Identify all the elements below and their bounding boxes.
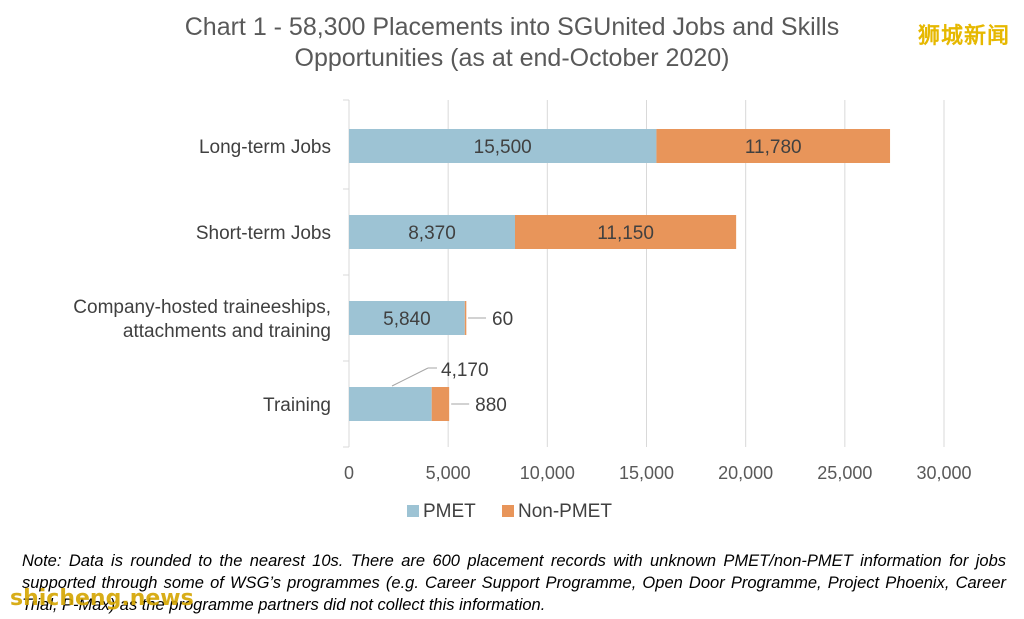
data-label-pmet: 4,170 <box>441 360 489 381</box>
bar-pmet <box>349 129 657 163</box>
x-tick-label: 10,000 <box>520 463 575 483</box>
leader-line <box>391 367 429 387</box>
data-label-non-pmet: 60 <box>492 309 513 330</box>
watermark-logo-text: 狮城新闻 <box>917 24 1010 49</box>
x-tick-label: 15,000 <box>619 463 674 483</box>
watermark-site-text: shicheng.news <box>10 586 194 611</box>
x-tick-label: 5,000 <box>426 463 471 483</box>
x-tick-label: 20,000 <box>718 463 773 483</box>
bar-non-pmet <box>515 215 737 249</box>
x-tick-label: 30,000 <box>916 463 971 483</box>
x-tick-label: 0 <box>344 463 354 483</box>
legend-label-non-pmet: Non-PMET <box>518 501 612 522</box>
data-label-pmet: 15,500 <box>474 137 532 158</box>
data-label-non-pmet: 11,780 <box>745 137 802 158</box>
bar-pmet <box>349 301 465 335</box>
chart-title-line-1: Chart 1 - 58,300 Placements into SGUnite… <box>184 13 840 41</box>
data-label-pmet: 8,370 <box>408 223 456 244</box>
data-label-non-pmet: 880 <box>475 395 507 416</box>
bar-pmet <box>349 387 432 421</box>
data-label-non-pmet: 11,150 <box>597 223 654 244</box>
category-label: Training <box>263 395 331 416</box>
legend-label-pmet: PMET <box>423 501 476 522</box>
category-label: Long-term Jobs <box>199 137 331 158</box>
category-label: attachments and training <box>123 321 331 342</box>
category-label: Company-hosted traineeships, <box>73 297 331 318</box>
legend-swatch-pmet <box>407 505 419 517</box>
data-label-pmet: 5,840 <box>383 309 431 330</box>
footnote: Note: Data is rounded to the nearest 10s… <box>22 552 1006 614</box>
x-tick-label: 25,000 <box>817 463 872 483</box>
bar-non-pmet <box>656 129 891 163</box>
bar-pmet <box>349 215 516 249</box>
chart-title-line-2: Opportunities (as at end-October 2020) <box>294 44 730 72</box>
legend-swatch-non-pmet <box>502 505 514 517</box>
bar-non-pmet <box>431 387 450 421</box>
chart-title: Chart 1 - 58,300 Placements into SGUnite… <box>0 12 1024 74</box>
bar-non-pmet <box>464 301 467 335</box>
category-label: Short-term Jobs <box>196 223 331 244</box>
